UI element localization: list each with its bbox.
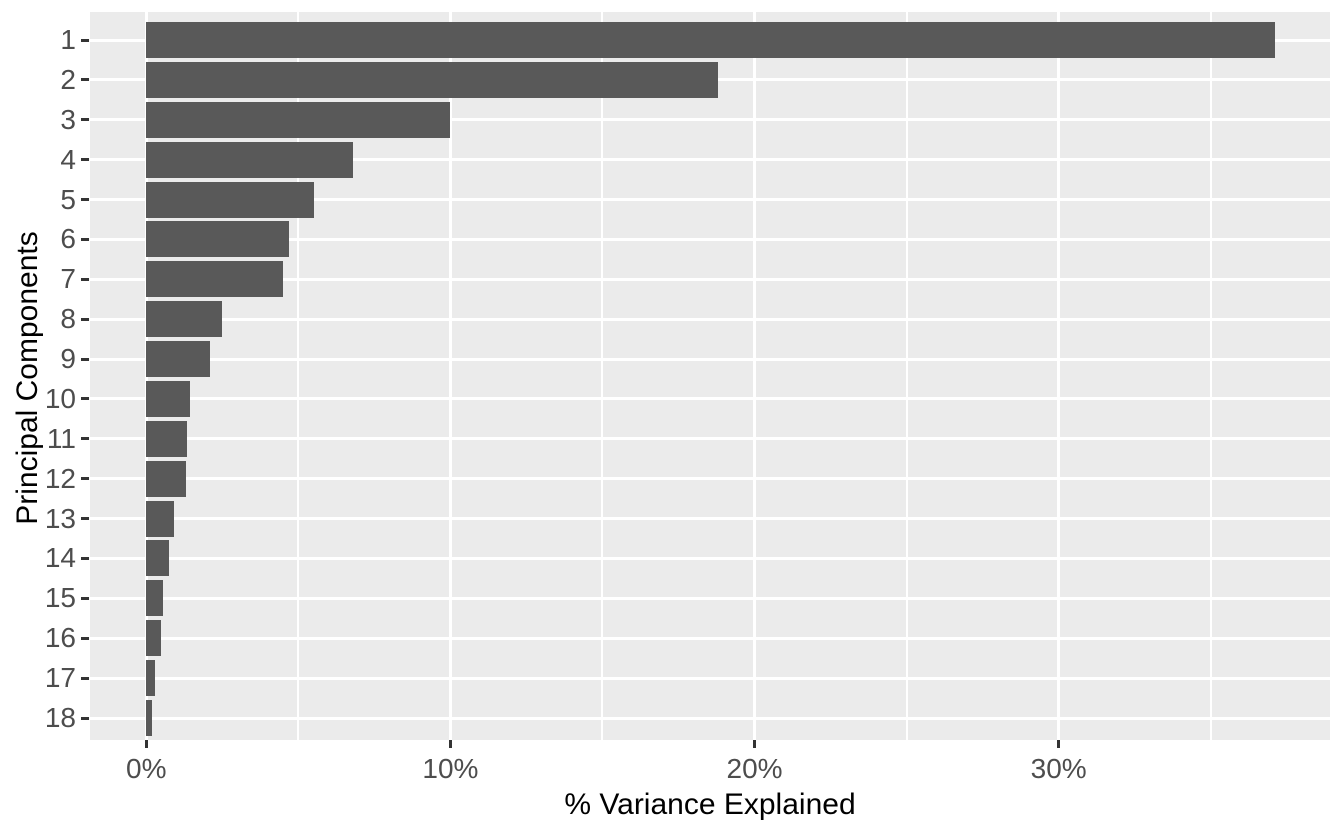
gridline-major-horizontal bbox=[90, 357, 1330, 361]
y-tick-mark bbox=[81, 357, 89, 361]
bar-pc-12 bbox=[146, 460, 186, 497]
gridline-major-horizontal bbox=[90, 716, 1330, 720]
x-tick-mark bbox=[144, 740, 148, 748]
gridline-major-horizontal bbox=[90, 556, 1330, 560]
bar-pc-4 bbox=[146, 141, 354, 178]
y-tick-label: 13 bbox=[44, 502, 76, 534]
gridline-major-horizontal bbox=[90, 636, 1330, 640]
x-tick-label: 20% bbox=[726, 753, 783, 784]
y-tick-label: 5 bbox=[60, 183, 76, 215]
gridline-major-vertical bbox=[753, 12, 757, 740]
gridline-major-horizontal bbox=[90, 397, 1330, 401]
gridline-minor-vertical bbox=[905, 12, 908, 740]
bar-pc-16 bbox=[146, 620, 162, 657]
y-tick-label: 1 bbox=[60, 24, 76, 55]
y-tick-label: 11 bbox=[46, 422, 76, 454]
gridline-minor-vertical bbox=[297, 12, 300, 740]
gridline-major-vertical bbox=[448, 12, 452, 740]
y-tick-mark bbox=[81, 198, 89, 202]
x-tick-mark bbox=[448, 740, 452, 748]
bar-pc-2 bbox=[146, 61, 719, 98]
y-tick-mark bbox=[81, 277, 89, 281]
bar-pc-7 bbox=[146, 261, 284, 298]
gridline-major-horizontal bbox=[90, 277, 1330, 281]
bar-pc-13 bbox=[146, 500, 174, 537]
y-tick-label: 16 bbox=[44, 622, 76, 654]
x-tick-label: 10% bbox=[422, 753, 479, 784]
y-tick-label: 3 bbox=[60, 103, 76, 135]
bar-pc-5 bbox=[146, 181, 314, 218]
y-tick-mark bbox=[81, 676, 89, 680]
gridline-major-horizontal bbox=[90, 158, 1330, 162]
y-tick-mark bbox=[81, 158, 89, 162]
y-tick-label: 12 bbox=[44, 462, 76, 494]
gridline-major-horizontal bbox=[90, 237, 1330, 241]
y-tick-mark bbox=[81, 596, 89, 600]
y-tick-label: 9 bbox=[60, 343, 76, 375]
y-tick-mark bbox=[81, 118, 89, 122]
bar-pc-3 bbox=[146, 101, 451, 138]
gridline-minor-vertical bbox=[1209, 12, 1212, 740]
y-tick-mark bbox=[81, 517, 89, 521]
y-tick-label: 8 bbox=[60, 303, 76, 335]
bar-pc-8 bbox=[146, 301, 223, 338]
gridline-major-horizontal bbox=[90, 517, 1330, 521]
y-tick-label: 4 bbox=[60, 143, 76, 175]
y-tick-label: 15 bbox=[44, 582, 76, 614]
y-tick-mark bbox=[81, 78, 89, 82]
bar-pc-6 bbox=[146, 221, 290, 258]
gridline-major-horizontal bbox=[90, 477, 1330, 481]
x-axis-title: % Variance Explained bbox=[564, 788, 856, 821]
bar-pc-17 bbox=[146, 660, 156, 697]
gridline-major-horizontal bbox=[90, 317, 1330, 321]
y-tick-mark bbox=[81, 38, 89, 42]
gridline-minor-vertical bbox=[601, 12, 604, 740]
y-tick-mark bbox=[81, 716, 89, 720]
x-tick-label: 30% bbox=[1030, 753, 1087, 784]
y-tick-label: 18 bbox=[44, 702, 76, 733]
bar-pc-11 bbox=[146, 420, 188, 457]
y-tick-label: 14 bbox=[44, 542, 76, 574]
x-tick-mark bbox=[1057, 740, 1061, 748]
y-tick-label: 6 bbox=[60, 223, 76, 255]
plot-panel bbox=[90, 12, 1330, 740]
y-tick-mark bbox=[81, 397, 89, 401]
gridline-major-horizontal bbox=[90, 118, 1330, 122]
y-tick-label: 2 bbox=[60, 63, 76, 95]
y-tick-mark bbox=[81, 437, 89, 441]
bar-pc-15 bbox=[146, 580, 163, 617]
gridline-major-vertical bbox=[1057, 12, 1061, 740]
bar-pc-9 bbox=[146, 341, 211, 378]
gridline-major-horizontal bbox=[90, 437, 1330, 441]
y-tick-mark bbox=[81, 556, 89, 560]
bar-pc-10 bbox=[146, 380, 191, 417]
x-tick-mark bbox=[753, 740, 757, 748]
gridline-major-horizontal bbox=[90, 596, 1330, 600]
gridline-major-horizontal bbox=[90, 198, 1330, 202]
y-tick-mark bbox=[81, 477, 89, 481]
x-tick-label: 0% bbox=[126, 753, 167, 784]
y-tick-mark bbox=[81, 237, 89, 241]
y-tick-mark bbox=[81, 636, 89, 640]
bar-pc-18 bbox=[146, 700, 153, 736]
bar-pc-14 bbox=[146, 540, 170, 577]
y-tick-label: 10 bbox=[44, 382, 76, 414]
bar-pc-1 bbox=[146, 22, 1275, 58]
gridline-major-horizontal bbox=[90, 676, 1330, 680]
y-tick-label: 7 bbox=[60, 263, 76, 295]
y-tick-mark bbox=[81, 317, 89, 321]
y-tick-label: 17 bbox=[44, 662, 76, 694]
